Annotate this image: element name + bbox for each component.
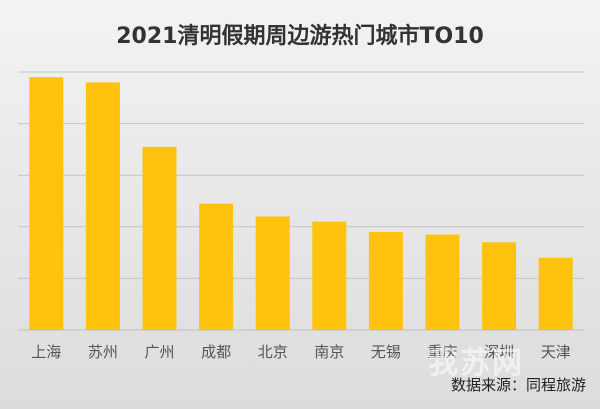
x-tick-label: 天津 (541, 343, 571, 361)
bar-7 (368, 231, 403, 330)
x-tick-label: 上海 (31, 343, 61, 361)
watermark: 我苏网 (428, 346, 524, 381)
bar-8 (425, 234, 460, 330)
bar-2 (85, 82, 120, 330)
chart-title: 2021清明假期周边游热门城市TO10 (116, 24, 484, 49)
x-tick-label: 重庆 (427, 343, 457, 361)
bar-10 (538, 257, 573, 330)
source-note: 数据来源：同程旅游 (450, 376, 586, 394)
bar-5 (255, 216, 290, 330)
bar-9 (482, 242, 517, 330)
bar-1 (29, 77, 64, 330)
x-tick-label: 南京 (314, 343, 344, 361)
bar-6 (312, 221, 347, 330)
bar-3 (142, 146, 177, 330)
x-tick-label: 无锡 (371, 343, 401, 361)
x-tick-label: 北京 (258, 343, 288, 361)
bar-4 (199, 203, 234, 330)
x-tick-label: 苏州 (88, 343, 118, 361)
x-tick-label: 成都 (201, 343, 231, 361)
x-tick-label: 深圳 (484, 343, 514, 361)
x-tick-label: 广州 (144, 343, 174, 361)
